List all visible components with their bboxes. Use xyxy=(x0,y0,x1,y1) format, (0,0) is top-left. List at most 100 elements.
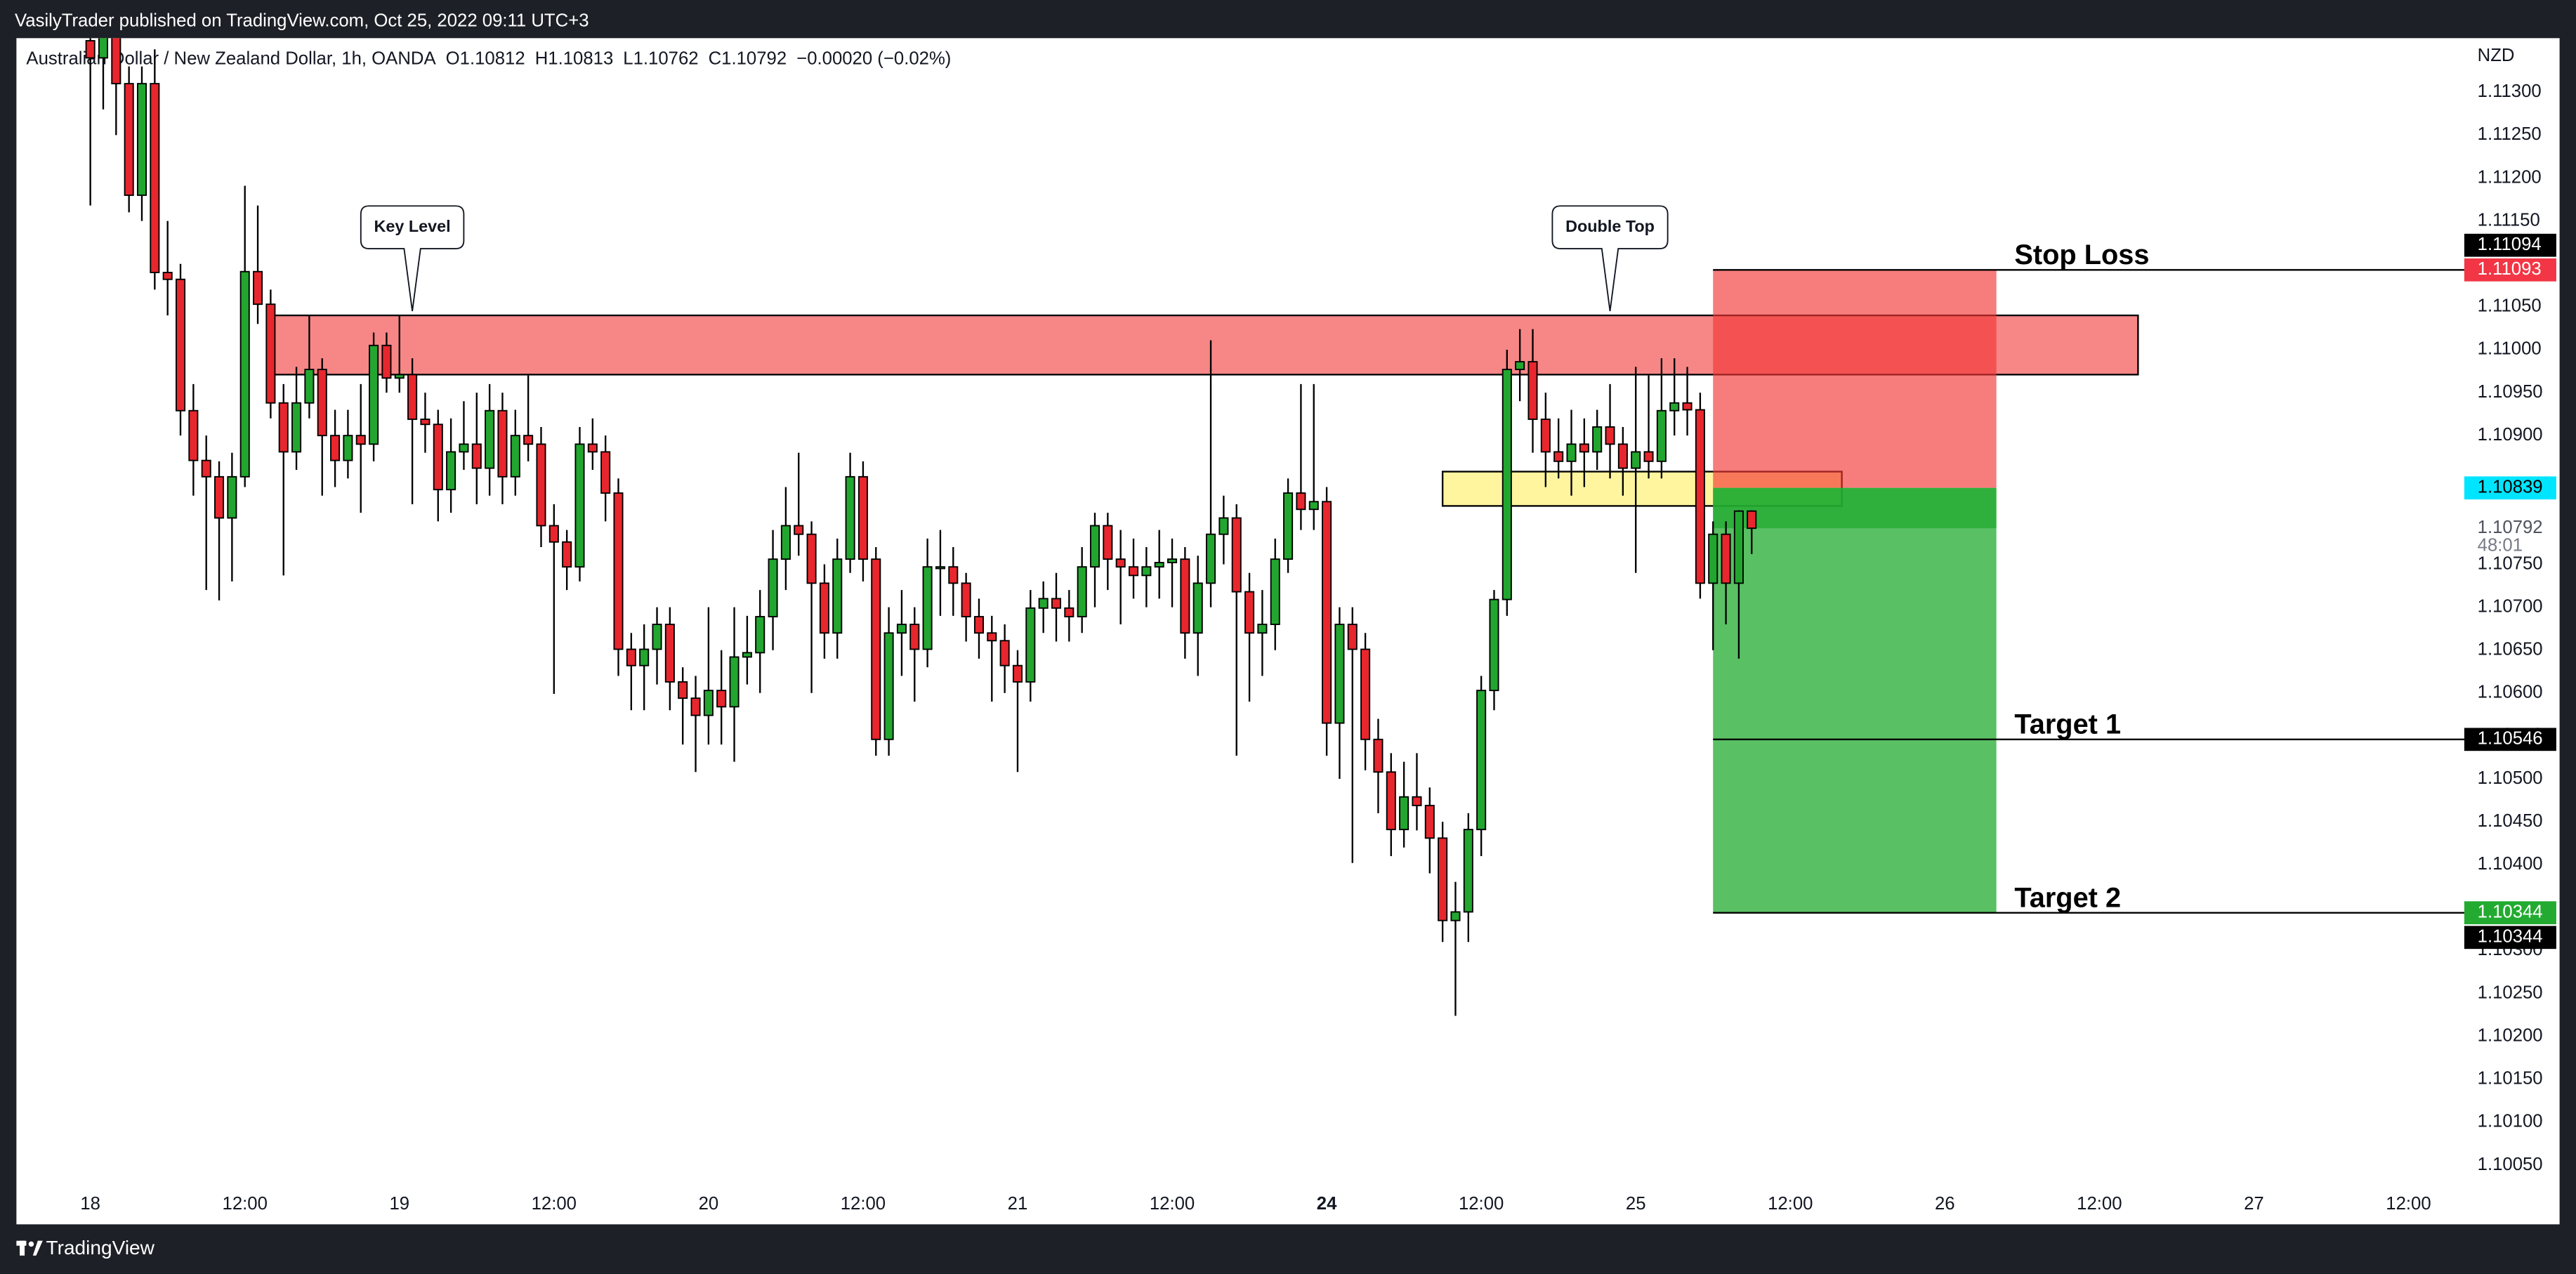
candle-body xyxy=(150,83,160,273)
x-tick-label: 20 xyxy=(699,1194,719,1214)
candle-body xyxy=(832,558,843,634)
candle-body xyxy=(1322,501,1332,724)
candle-body xyxy=(948,566,959,584)
ohlc-low: L1.10762 xyxy=(623,49,698,69)
candle-body xyxy=(98,38,109,59)
candle-body xyxy=(510,435,520,478)
x-tick-label: 25 xyxy=(1626,1194,1646,1214)
candle-body xyxy=(1283,492,1294,560)
price-label: 1.10546 xyxy=(2478,729,2543,749)
candle-body xyxy=(1192,582,1203,634)
x-tick-label: 27 xyxy=(2244,1194,2264,1214)
candle-body xyxy=(1515,361,1525,371)
x-tick-label: 12:00 xyxy=(223,1194,268,1214)
y-tick-label: 1.11000 xyxy=(2478,339,2542,359)
price-label: 1.11094 xyxy=(2478,235,2542,254)
candle-body xyxy=(1721,533,1731,584)
candle-body xyxy=(111,38,121,85)
candle-body xyxy=(265,303,276,404)
candle-body xyxy=(278,402,289,453)
candle-body xyxy=(1308,501,1319,511)
candle-body xyxy=(1501,369,1512,600)
candle-body xyxy=(845,475,855,560)
candle-body xyxy=(175,278,186,412)
price-label-box xyxy=(2464,926,2556,950)
y-tick-label: 1.11300 xyxy=(2478,81,2542,101)
candle-body xyxy=(291,402,302,453)
candle-body xyxy=(1115,558,1126,568)
candle-body xyxy=(459,443,469,453)
candle-body xyxy=(1270,558,1280,625)
candle-body xyxy=(742,652,752,658)
candle-body xyxy=(1682,402,1693,411)
candle-body xyxy=(587,443,598,453)
candle-body xyxy=(999,640,1010,666)
price-label: 1.10839 xyxy=(2478,478,2543,497)
candle-body xyxy=(330,435,341,461)
candle-body xyxy=(1206,533,1216,584)
level-label: Stop Loss xyxy=(2014,239,2149,270)
candle-body xyxy=(523,435,534,445)
candle-body xyxy=(1373,738,1384,773)
price-label-box xyxy=(2464,233,2556,257)
candle-body xyxy=(136,83,147,196)
price-label-box xyxy=(2464,901,2556,925)
candle-body xyxy=(1643,451,1654,462)
risk-area xyxy=(1713,270,1997,488)
candle-body xyxy=(355,435,366,445)
candle-body xyxy=(703,690,714,716)
candle-body xyxy=(446,451,456,491)
candle-body xyxy=(1296,492,1306,511)
candle-body xyxy=(162,272,173,280)
price-label: 1.10344 xyxy=(2478,902,2543,921)
candle-body xyxy=(1103,525,1113,560)
plot-layer xyxy=(85,38,2139,1016)
callout-box xyxy=(1551,205,1669,312)
level-label: Target 2 xyxy=(2014,882,2121,913)
y-tick-label: 1.11050 xyxy=(2478,296,2542,316)
candle-body xyxy=(1747,510,1757,530)
price-label-box xyxy=(2464,516,2556,540)
candle-body xyxy=(806,533,817,584)
x-tick-label: 12:00 xyxy=(1150,1194,1195,1214)
x-tick-label: 18 xyxy=(80,1194,100,1214)
candle-body xyxy=(922,566,933,650)
y-tick-label: 1.11150 xyxy=(2478,210,2540,230)
candle-body xyxy=(909,624,920,650)
candle-body xyxy=(227,475,237,519)
candle-body xyxy=(1631,451,1641,469)
candle-body xyxy=(343,435,353,461)
x-tick-label: 12:00 xyxy=(2386,1194,2431,1214)
candle-body xyxy=(1012,664,1023,683)
candle-body xyxy=(1129,566,1139,577)
y-tick-label: 1.11200 xyxy=(2478,167,2542,187)
candle-body xyxy=(1154,562,1164,568)
countdown: 48:01 xyxy=(2478,536,2523,556)
y-tick-label: 1.10950 xyxy=(2478,382,2543,402)
candle-body xyxy=(1605,426,1615,445)
candle-body xyxy=(871,558,881,740)
candle-body xyxy=(1656,409,1667,462)
y-tick-label: 1.10250 xyxy=(2478,983,2543,1002)
candle-body xyxy=(664,624,675,683)
candle-body xyxy=(433,423,443,491)
candle-body xyxy=(574,443,585,568)
candle-body xyxy=(1438,837,1448,921)
footer-logo xyxy=(16,1240,43,1256)
y-tick-label: 1.10700 xyxy=(2478,596,2543,616)
candle-body xyxy=(961,582,971,617)
candle-body xyxy=(420,419,431,426)
candle-body xyxy=(317,369,327,437)
candle-body xyxy=(1334,624,1345,724)
y-tick-label: 1.10400 xyxy=(2478,854,2543,874)
candle-body xyxy=(548,525,559,543)
y-tick-label: 1.10500 xyxy=(2478,768,2543,788)
candle-body xyxy=(1489,598,1499,692)
y-tick-label: 1.10750 xyxy=(2478,553,2543,573)
candle-body xyxy=(485,409,495,469)
candle-body xyxy=(239,270,250,478)
x-tick-label: 24 xyxy=(1317,1194,1337,1214)
candle-body xyxy=(652,624,662,650)
y-tick-label: 1.10450 xyxy=(2478,811,2543,831)
